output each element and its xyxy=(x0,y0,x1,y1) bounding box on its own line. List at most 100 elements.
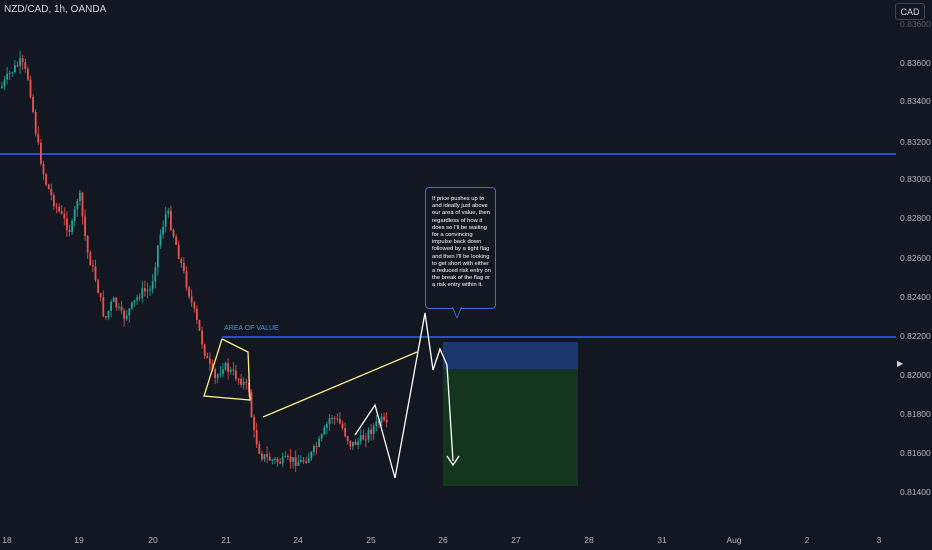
candle-body xyxy=(284,456,287,458)
candle-body xyxy=(227,363,229,372)
candle-body xyxy=(263,454,266,460)
candle-body xyxy=(118,306,120,308)
candle-body xyxy=(326,424,328,428)
time-tick: 20 xyxy=(148,535,158,545)
candle-body xyxy=(55,206,58,208)
candle-body xyxy=(115,297,118,308)
candle-body xyxy=(349,440,352,447)
candle-body xyxy=(60,211,63,214)
candle-body xyxy=(279,462,281,464)
candle-body xyxy=(141,287,144,298)
candle-body xyxy=(222,369,224,374)
candle-body xyxy=(19,58,21,67)
currency-button[interactable]: CAD xyxy=(895,3,925,20)
candle-body xyxy=(341,423,344,429)
candle-body xyxy=(146,290,149,292)
price-tick: 0.83200 xyxy=(900,137,931,147)
candle-body xyxy=(76,200,79,210)
candle-body xyxy=(136,297,138,301)
candle-body xyxy=(242,381,245,385)
candle-body xyxy=(185,271,188,288)
candle-body xyxy=(203,344,206,356)
candle-body xyxy=(112,297,115,302)
price-tick: 0.82600 xyxy=(900,253,931,263)
candle-body xyxy=(125,315,128,319)
candle-body xyxy=(255,430,258,445)
candle-body xyxy=(37,133,40,143)
candle-body xyxy=(86,236,89,253)
candle-body xyxy=(34,111,37,134)
candle-body xyxy=(287,456,289,458)
candle-body xyxy=(164,213,167,227)
candle-body xyxy=(198,320,201,331)
area-of-value-label[interactable]: AREA OF VALUE xyxy=(224,325,279,332)
time-tick: 28 xyxy=(584,535,594,545)
candle-body xyxy=(172,229,175,237)
candle-body xyxy=(359,435,362,442)
candle-body xyxy=(219,373,222,375)
candle-body xyxy=(8,73,11,75)
candle-body xyxy=(29,79,32,97)
candle-body xyxy=(367,429,370,440)
candle-body xyxy=(123,310,125,319)
candle-body xyxy=(110,301,112,311)
stop-loss-zone[interactable] xyxy=(443,342,578,369)
candle-body xyxy=(66,218,68,230)
projection-path-left[interactable] xyxy=(354,312,454,479)
candle-body xyxy=(99,293,102,298)
time-tick: 2 xyxy=(804,535,810,545)
candle-body xyxy=(258,444,261,454)
candle-body xyxy=(3,79,6,87)
candle-body xyxy=(214,369,216,379)
time-tick: 26 xyxy=(438,535,448,545)
candle-body xyxy=(24,62,27,69)
candle-body xyxy=(271,459,274,461)
candle-body xyxy=(209,358,211,364)
candle-body xyxy=(107,310,110,318)
flag-drawing[interactable] xyxy=(203,338,251,401)
time-tick: 3 xyxy=(876,535,882,545)
candle-body xyxy=(274,458,276,460)
time-tick: 19 xyxy=(74,535,84,545)
candle-body xyxy=(294,457,297,466)
price-tick: 0.82000 xyxy=(900,370,931,380)
price-tick: 0.82400 xyxy=(900,292,931,302)
candle-body xyxy=(318,438,320,447)
candle-body xyxy=(50,189,53,196)
candle-body xyxy=(266,454,268,457)
candle-body xyxy=(73,209,76,221)
candle-body xyxy=(268,456,271,461)
time-axis[interactable] xyxy=(0,530,896,550)
time-tick: 31 xyxy=(657,535,667,545)
candle-body xyxy=(292,457,294,462)
candle-body xyxy=(138,297,141,299)
candle-body xyxy=(344,428,346,437)
candle-body xyxy=(357,441,359,445)
callout-note[interactable]: If price pushes up to and ideally just a… xyxy=(425,187,496,309)
chart-canvas[interactable] xyxy=(0,0,896,530)
candle-body xyxy=(188,287,190,297)
candle-body xyxy=(71,220,73,233)
candle-body xyxy=(193,302,196,309)
callout-text: If price pushes up to and ideally just a… xyxy=(432,196,491,289)
chart-area[interactable]: NZD/CAD, 1h, OANDA AREA OF VALUE If pric… xyxy=(0,0,896,530)
candle-body xyxy=(162,226,164,235)
candle-body xyxy=(159,234,162,246)
candle-body xyxy=(211,363,214,370)
take-profit-zone[interactable] xyxy=(443,369,578,486)
price-tick: 0.82800 xyxy=(900,213,931,223)
candle-body xyxy=(175,236,177,245)
candle-body xyxy=(365,439,367,441)
candle-body xyxy=(177,244,180,259)
trend-line[interactable] xyxy=(262,351,418,418)
candle-body xyxy=(250,392,253,418)
candle-body xyxy=(331,417,333,419)
candle-body xyxy=(261,453,263,460)
candle-body xyxy=(170,210,172,230)
candlestick-series xyxy=(1,50,388,472)
symbol-title[interactable]: NZD/CAD, 1h, OANDA xyxy=(4,4,107,15)
projection-arrow-head xyxy=(446,455,460,467)
candle-body xyxy=(89,252,92,266)
time-tick: 27 xyxy=(511,535,521,545)
candle-body xyxy=(297,462,300,466)
